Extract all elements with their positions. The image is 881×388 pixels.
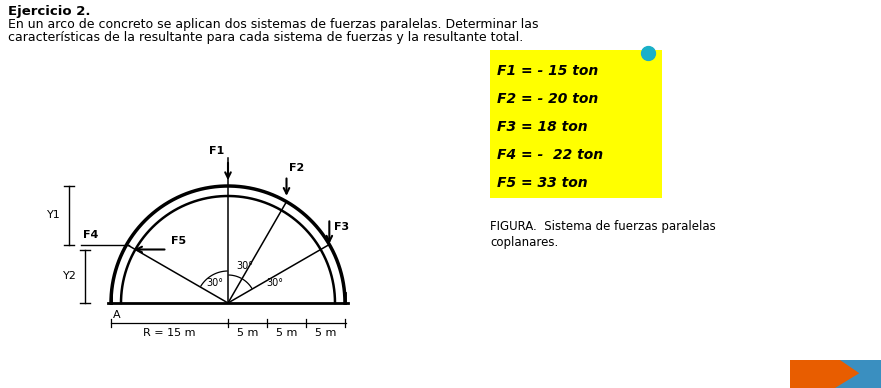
Text: coplanares.: coplanares. bbox=[490, 236, 559, 249]
Text: F2 = - 20 ton: F2 = - 20 ton bbox=[497, 92, 598, 106]
Bar bbox=[790, 360, 881, 388]
Text: FIGURA.  Sistema de fuerzas paralelas: FIGURA. Sistema de fuerzas paralelas bbox=[490, 220, 715, 233]
Text: R = 15 m: R = 15 m bbox=[144, 328, 196, 338]
Text: 5 m: 5 m bbox=[315, 328, 337, 338]
Text: F5 = 33 ton: F5 = 33 ton bbox=[497, 176, 588, 190]
Text: A: A bbox=[113, 310, 121, 320]
FancyBboxPatch shape bbox=[490, 50, 662, 198]
Text: 30°: 30° bbox=[266, 278, 283, 288]
Text: F1 = - 15 ton: F1 = - 15 ton bbox=[497, 64, 598, 78]
Text: Y1: Y1 bbox=[48, 210, 61, 220]
Polygon shape bbox=[835, 360, 881, 388]
Text: características de la resultante para cada sistema de fuerzas y la resultante to: características de la resultante para ca… bbox=[8, 31, 523, 44]
Text: Y2: Y2 bbox=[63, 271, 77, 281]
Text: F2: F2 bbox=[290, 163, 305, 173]
Text: F3: F3 bbox=[334, 222, 350, 232]
Text: 5 m: 5 m bbox=[237, 328, 258, 338]
Polygon shape bbox=[840, 360, 881, 388]
Text: F1: F1 bbox=[209, 146, 224, 156]
Text: F5: F5 bbox=[171, 236, 187, 246]
Text: Ejercicio 2.: Ejercicio 2. bbox=[8, 5, 91, 18]
Text: F4: F4 bbox=[84, 229, 99, 239]
Text: En un arco de concreto se aplican dos sistemas de fuerzas paralelas. Determinar : En un arco de concreto se aplican dos si… bbox=[8, 18, 538, 31]
Text: F4 = -  22 ton: F4 = - 22 ton bbox=[497, 148, 603, 162]
Text: 5 m: 5 m bbox=[276, 328, 297, 338]
Text: F3 = 18 ton: F3 = 18 ton bbox=[497, 120, 588, 134]
Text: 30°: 30° bbox=[206, 278, 223, 288]
Text: 30°: 30° bbox=[236, 261, 253, 271]
